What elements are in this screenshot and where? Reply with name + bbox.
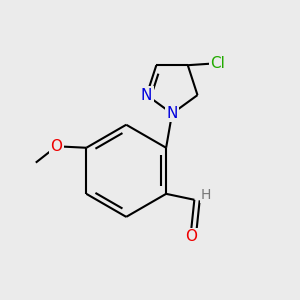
Text: O: O	[51, 139, 63, 154]
Text: N: N	[167, 106, 178, 121]
Text: O: O	[185, 229, 197, 244]
Text: Cl: Cl	[210, 56, 225, 71]
Text: N: N	[141, 88, 152, 103]
Text: H: H	[201, 188, 211, 202]
